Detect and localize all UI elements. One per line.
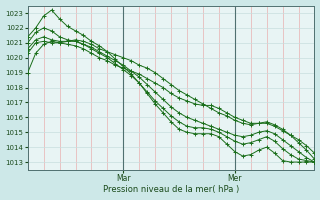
X-axis label: Pression niveau de la mer( hPa ): Pression niveau de la mer( hPa ) (103, 185, 239, 194)
